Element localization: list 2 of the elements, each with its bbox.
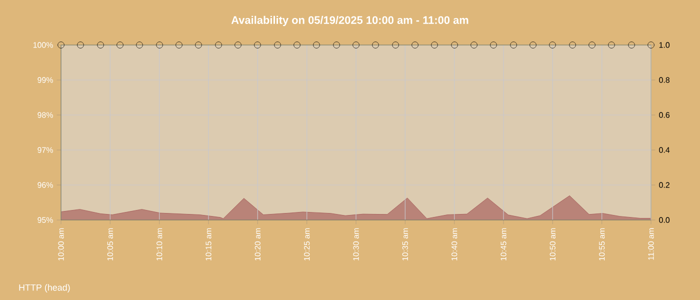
chart-title: Availability on 05/19/2025 10:00 am - 11:00 am [231,16,468,26]
text: HTTP (head) [19,284,70,292]
